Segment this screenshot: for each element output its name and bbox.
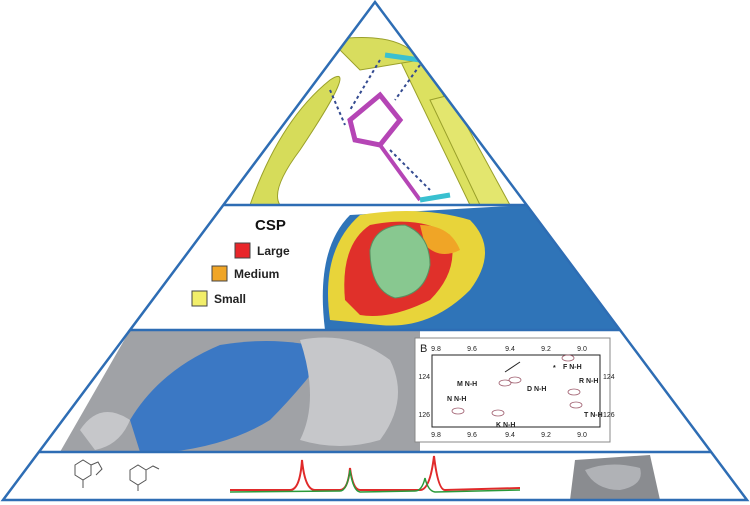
peak-contour (491, 409, 505, 417)
legend-swatch (234, 242, 251, 259)
x-tick-label: 9.8 (431, 346, 441, 353)
peak-contour (569, 401, 583, 409)
x-tick-label: 9.4 (505, 346, 515, 353)
x-tick-label: 9.8 (431, 432, 441, 439)
peak-label: K N-H (496, 422, 515, 429)
nmr-spectrum: 9.8 9.8 9.6 9.6 9.4 9.4 9.2 9.2 9.0 9.0 124 124 126 1… (418, 346, 614, 439)
x-tick-label: 9.0 (577, 432, 587, 439)
binding-surface (39, 330, 711, 452)
arrow (504, 361, 521, 373)
nmr-plot-frame (431, 354, 601, 428)
peak-label: D N-H (527, 386, 546, 393)
y-tick-label: 124 (603, 374, 615, 381)
screening-strip (3, 452, 747, 500)
legend-swatch (191, 290, 208, 307)
legend-swatch (211, 265, 228, 282)
peak-label: F N-H (563, 364, 582, 371)
y-tick-label: 126 (418, 412, 430, 419)
x-tick-label: 9.2 (541, 346, 551, 353)
x-tick-label: 9.0 (577, 346, 587, 353)
peak-contour (561, 354, 575, 362)
y-tick-label: 124 (418, 374, 430, 381)
peak-contour (508, 376, 522, 384)
peak-label: N N-H (447, 396, 466, 403)
peak-contour (451, 407, 465, 415)
legend-label: Small (214, 292, 246, 306)
x-tick-label: 9.2 (541, 432, 551, 439)
x-tick-label: 9.6 (467, 432, 477, 439)
x-tick-label: 9.6 (467, 346, 477, 353)
legend-label: Large (257, 244, 290, 258)
legend: Large Medium Small (191, 242, 290, 307)
peak-contour (498, 379, 512, 387)
peak-label: T N-H (584, 412, 603, 419)
peak-label: M N-H (457, 381, 477, 388)
legend-label: Medium (234, 267, 279, 281)
peak-label: R N-H (579, 378, 598, 385)
y-tick-label: 126 (603, 412, 615, 419)
peak-contour (567, 388, 581, 396)
protein-structure (223, 2, 527, 205)
x-tick-label: 9.4 (505, 432, 515, 439)
panel-label: B (420, 343, 427, 355)
peak-marker: * (553, 365, 556, 372)
legend-title: CSP (255, 217, 286, 234)
